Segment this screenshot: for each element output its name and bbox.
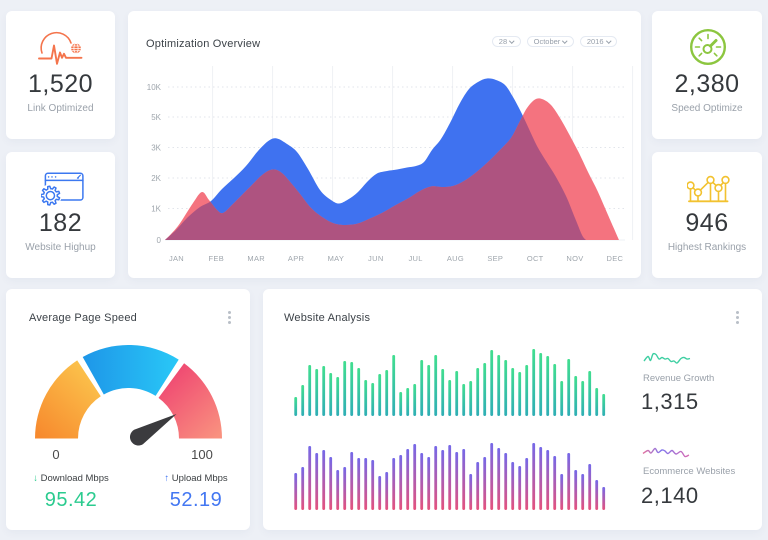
svg-text:3K: 3K <box>151 144 161 153</box>
svg-text:JUL: JUL <box>408 254 422 263</box>
svg-text:JAN: JAN <box>169 254 184 263</box>
svg-text:APR: APR <box>288 254 305 263</box>
svg-text:0: 0 <box>157 236 162 245</box>
svg-text:OCT: OCT <box>527 254 544 263</box>
svg-text:10K: 10K <box>147 83 162 92</box>
svg-text:5K: 5K <box>151 113 161 122</box>
svg-text:NOV: NOV <box>566 254 583 263</box>
svg-text:100: 100 <box>191 447 213 462</box>
svg-text:0: 0 <box>52 447 59 462</box>
svg-text:2K: 2K <box>151 174 161 183</box>
svg-text:MAR: MAR <box>247 254 265 263</box>
svg-text:FEB: FEB <box>209 254 225 263</box>
svg-text:DEC: DEC <box>607 254 624 263</box>
svg-text:SEP: SEP <box>487 254 503 263</box>
svg-text:JUN: JUN <box>368 254 383 263</box>
svg-text:AUG: AUG <box>447 254 464 263</box>
svg-text:1K: 1K <box>151 205 161 214</box>
svg-text:MAY: MAY <box>328 254 345 263</box>
